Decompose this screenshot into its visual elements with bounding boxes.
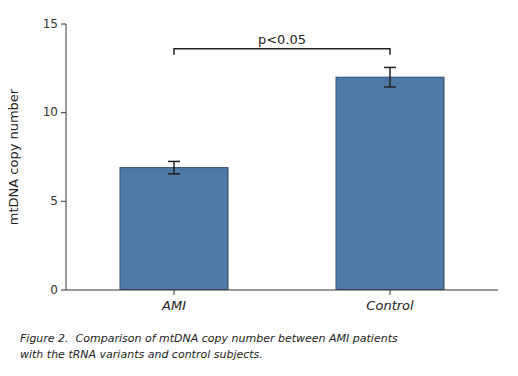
- error-bars: [168, 67, 396, 173]
- x-tick-label: Control: [366, 298, 414, 313]
- error-bar-stem: [173, 161, 175, 173]
- bar: [120, 168, 228, 290]
- y-axis-line: [66, 24, 67, 290]
- y-tick: [61, 201, 66, 202]
- error-bar: [168, 161, 180, 173]
- error-bar-cap: [384, 67, 396, 69]
- caption-line: with the tRNA variants and control subje…: [20, 348, 263, 361]
- error-bar-stem: [389, 67, 391, 87]
- error-bar-cap: [168, 161, 180, 163]
- bar: [336, 77, 444, 290]
- y-tick: [61, 290, 66, 291]
- bars: [120, 77, 444, 290]
- significance-bracket: [174, 49, 390, 55]
- x-tick: [174, 290, 175, 295]
- y-tick: [61, 24, 66, 25]
- error-bar: [384, 67, 396, 87]
- y-tick-label: 0: [50, 283, 58, 297]
- significance-text: p<0.05: [258, 32, 306, 47]
- y-tick-label: 10: [43, 105, 58, 119]
- x-axis: AMI Control: [66, 290, 498, 313]
- error-bar-cap: [384, 86, 396, 88]
- y-tick-label: 15: [43, 17, 58, 31]
- caption: Figure 2. Comparison of mtDNA copy numbe…: [20, 332, 398, 361]
- y-axis-label: mtDNA copy number: [6, 88, 21, 225]
- x-tick-label: AMI: [161, 298, 186, 313]
- y-tick: [61, 112, 66, 113]
- chart-container: 0 5 10 15 mtDNA copy number AMI Control p<0.05 F…: [0, 0, 518, 376]
- x-tick: [390, 290, 391, 295]
- y-tick-label: 5: [50, 194, 58, 208]
- error-bar-cap: [168, 173, 180, 175]
- chart-svg: 0 5 10 15 mtDNA copy number AMI Control p<0.05 F…: [0, 0, 518, 376]
- caption-line: Figure 2. Comparison of mtDNA copy numbe…: [20, 332, 398, 345]
- x-axis-line: [66, 290, 498, 291]
- y-axis: 0 5 10 15: [43, 17, 66, 297]
